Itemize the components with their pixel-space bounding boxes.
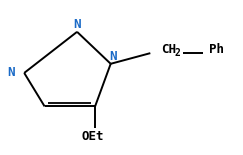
- Text: N: N: [7, 66, 15, 79]
- Text: OEt: OEt: [81, 130, 104, 143]
- Text: N: N: [109, 50, 117, 63]
- Text: CH: CH: [161, 43, 176, 56]
- Text: 2: 2: [175, 48, 181, 58]
- Text: Ph: Ph: [209, 43, 224, 56]
- Text: N: N: [73, 18, 81, 31]
